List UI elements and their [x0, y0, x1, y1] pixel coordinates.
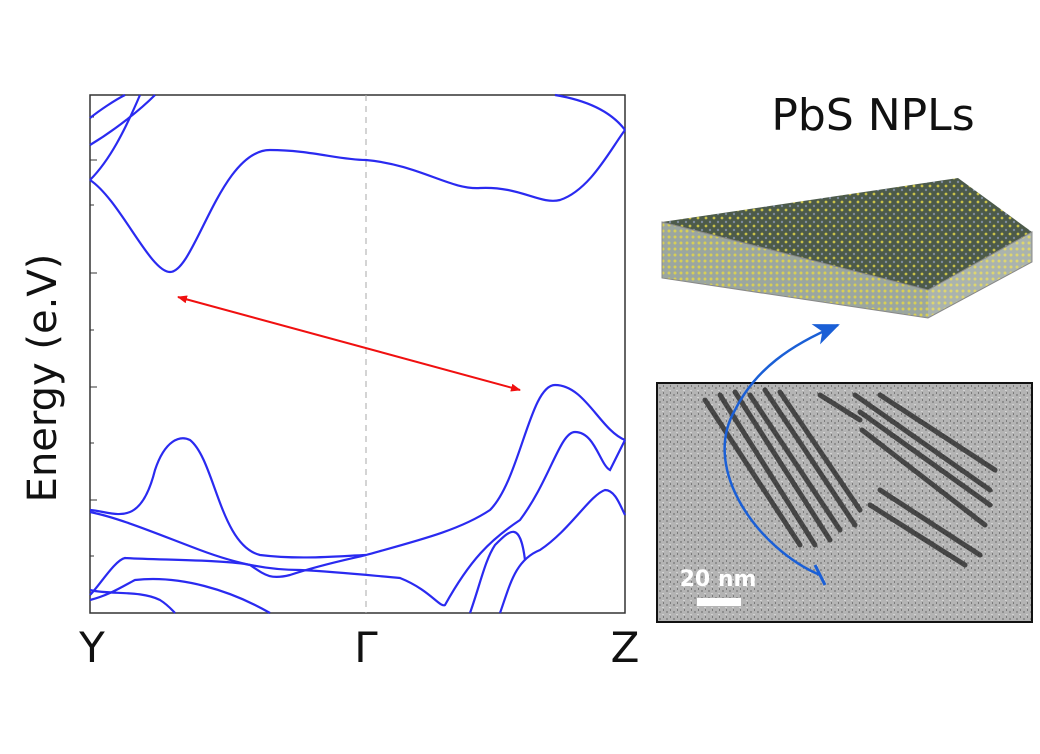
inset: PbS NPLs	[656, 90, 1033, 623]
arrow-tail	[813, 564, 827, 586]
x-label: Z	[611, 623, 640, 672]
y-axis-label: Energy (e.V)	[20, 254, 66, 503]
x-label: Γ	[354, 623, 378, 672]
nanoplatelet-model	[661, 178, 1033, 319]
scale-bar-label: 20 nm	[680, 567, 757, 592]
link-arrow	[723, 323, 840, 577]
plot-frame	[89, 94, 626, 614]
gap-arrow	[177, 295, 521, 392]
band-plot: Energy (e.V) Y Γ Z	[20, 93, 640, 672]
bands	[89, 93, 626, 614]
x-label: Y	[78, 623, 105, 672]
inset-title: PbS NPLs	[771, 90, 974, 141]
tem-image: 20 nm	[656, 382, 1033, 623]
